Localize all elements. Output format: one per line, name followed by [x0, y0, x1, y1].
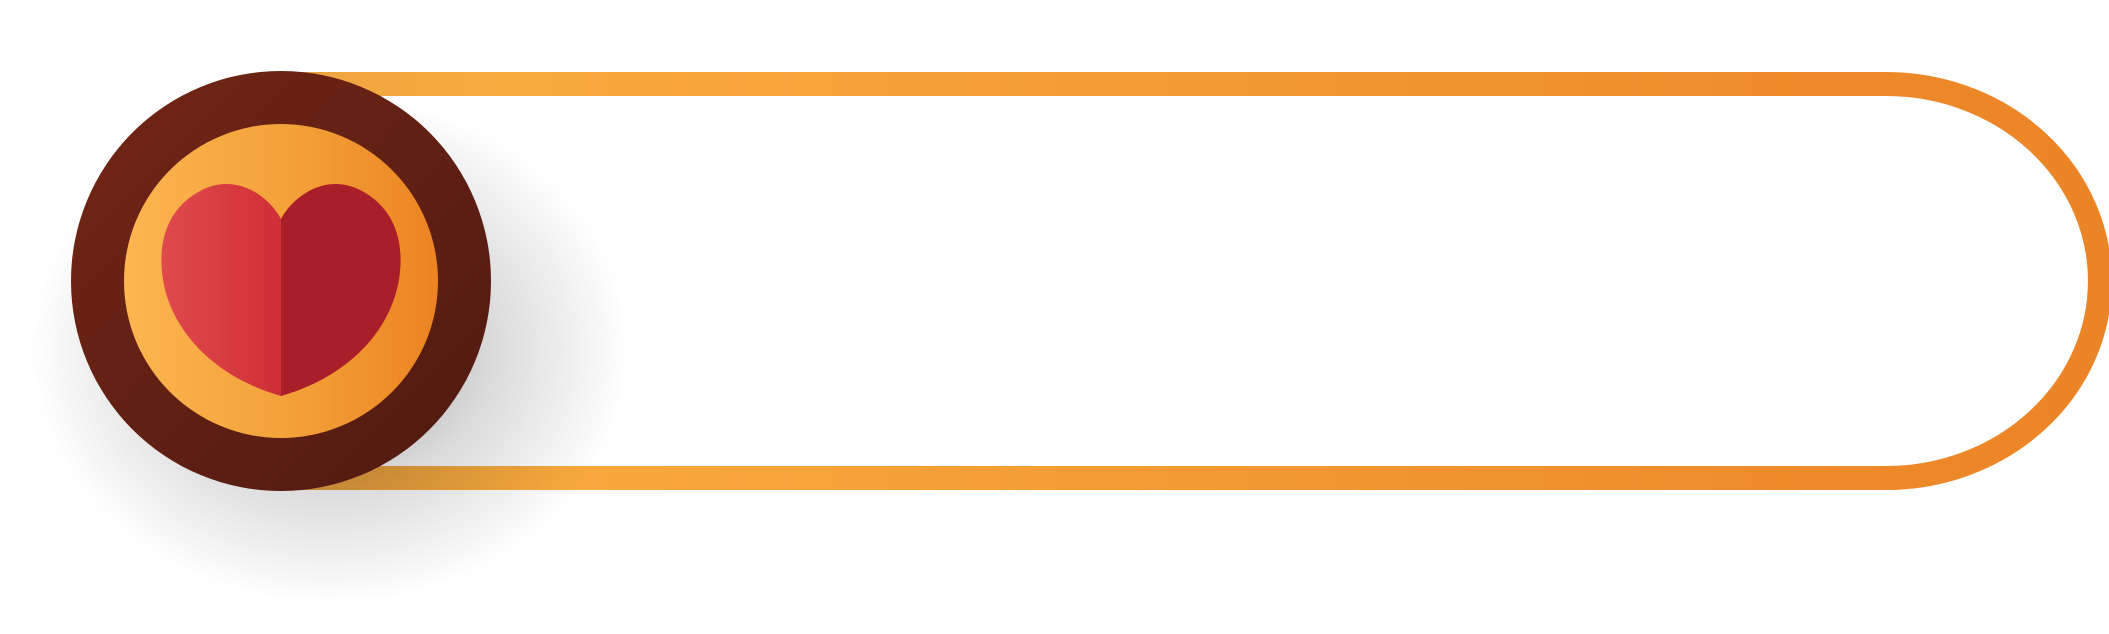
label-background [282, 84, 2100, 478]
heart-left-half [161, 183, 281, 396]
label-frame [282, 72, 2109, 490]
heart-right-half [281, 183, 401, 396]
heart-icon [161, 183, 401, 396]
